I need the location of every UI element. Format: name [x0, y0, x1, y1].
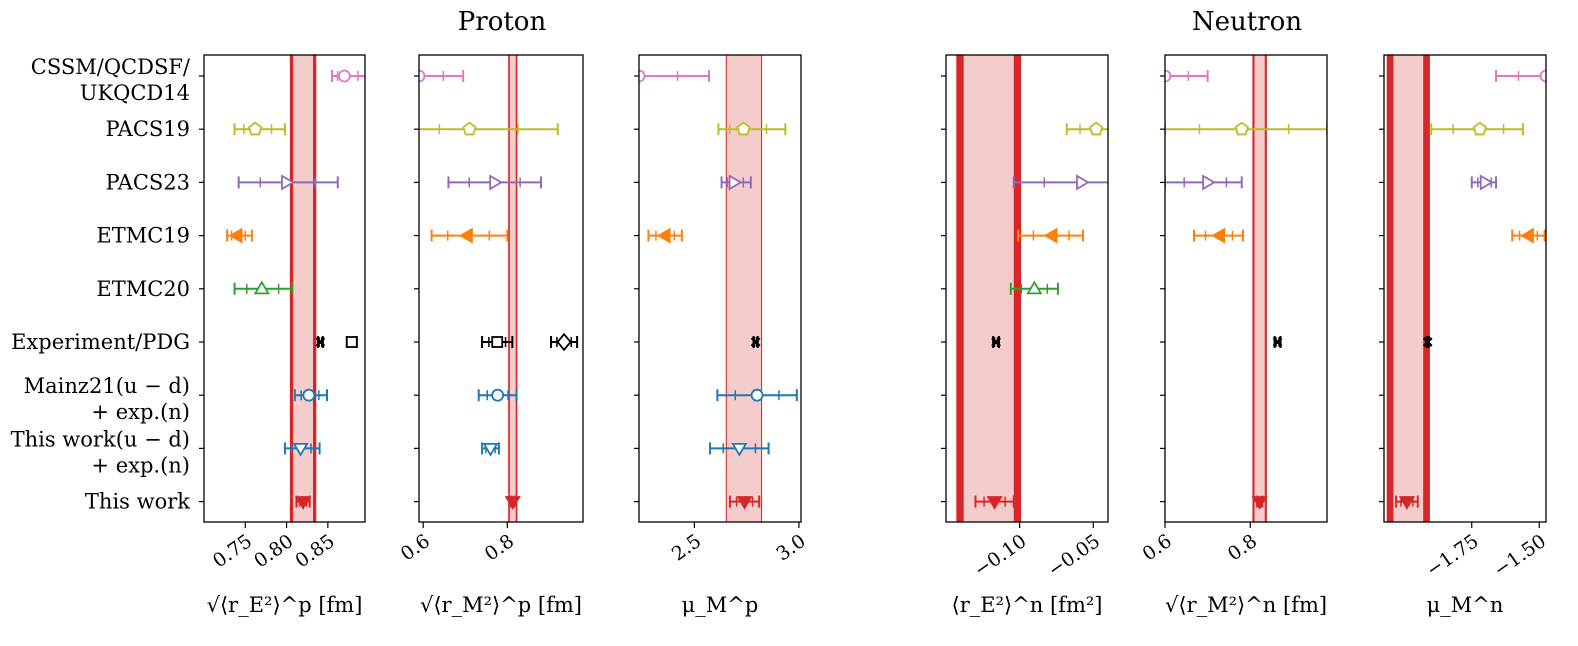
data-point [1272, 336, 1283, 348]
data-point [1009, 280, 1059, 295]
row-label: PACS19 [105, 117, 190, 141]
data-point [717, 121, 787, 136]
band-inner [1254, 55, 1265, 522]
data-point [295, 495, 312, 510]
data-point [1017, 227, 1084, 244]
x-axis-label: ⟨r_E²⟩^n [fm²] [952, 593, 1103, 617]
data-point [1165, 69, 1209, 83]
data-point [283, 442, 321, 457]
data-point [647, 227, 683, 244]
x-axis-label: μ_M^n [1427, 593, 1504, 617]
data-point [1395, 495, 1419, 510]
data-point [1192, 227, 1245, 244]
data-point [315, 336, 326, 348]
axes-frame [638, 54, 802, 523]
data-point [233, 121, 286, 136]
data-point [1065, 121, 1108, 136]
x-axis-label: √⟨r_E²⟩^p [fm] [207, 593, 363, 617]
panel-1: 0.750.800.85 √⟨r_E²⟩^p [fm] [199, 54, 366, 617]
x-tick-label: 0.75 [209, 530, 256, 572]
row-labels: CSSM/QCDSF/UKQCD14 PACS19 PACS23 ETMC19 ETMC… [11, 55, 191, 514]
data-point [709, 442, 770, 457]
x-tick-label: −1.50 [1490, 530, 1550, 581]
row-label: ETMC19 [96, 224, 190, 248]
data-point [716, 388, 798, 402]
group-title-proton: Proton [458, 7, 547, 37]
x-tick-label: 0.6 [397, 530, 434, 565]
data-point [504, 495, 521, 510]
x-axis-label: √⟨r_M²⟩^n [fm] [1165, 593, 1327, 617]
panel-6: −1.75 −1.50 μ_M^n [1379, 54, 1550, 617]
x-tick-label: 3.0 [772, 530, 809, 565]
data-point [1012, 174, 1108, 191]
x-tick-label: 0.8 [481, 530, 518, 565]
x-tick-label: 0.85 [291, 530, 338, 572]
panels: 0.750.800.85 √⟨r_E²⟩^p [fm] 0.6 0.8 √⟨r_M²⟩^… [199, 54, 1550, 617]
band-inner [509, 55, 516, 522]
data-point [293, 388, 329, 402]
data-point [1165, 174, 1243, 191]
data-point [1422, 336, 1433, 348]
data-point [550, 332, 579, 352]
data-point [419, 69, 465, 83]
data-point [1165, 121, 1327, 136]
data-point [419, 121, 559, 136]
data-point [481, 336, 514, 348]
row-label: ETMC20 [96, 277, 190, 301]
row-label: PACS23 [105, 170, 190, 194]
data-point [720, 174, 752, 191]
x-tick-label: −0.05 [1044, 530, 1104, 581]
group-title-neutron: Neutron [1192, 7, 1302, 37]
x-tick-label: 0.80 [250, 530, 297, 572]
band-inner [963, 55, 1014, 522]
data-point [481, 442, 500, 457]
panel-2: 0.6 0.8 √⟨r_M²⟩^p [fm] [397, 54, 584, 617]
x-axis-label: μ_M^p [682, 593, 759, 617]
data-point [477, 388, 518, 402]
data-point [639, 69, 711, 83]
x-tick-label: 0.6 [1138, 530, 1175, 565]
row-label: Mainz21(u − d) + exp.(n) [24, 374, 190, 424]
x-tick-label: −1.75 [1422, 530, 1482, 581]
x-tick-label: 2.5 [668, 530, 705, 565]
data-point [1430, 121, 1525, 136]
row-label: This work [85, 490, 190, 514]
data-point [226, 227, 253, 244]
data-point [233, 280, 294, 295]
row-label: This work(u − d) + exp.(n) [11, 427, 190, 477]
data-point [330, 69, 365, 83]
data-point [1251, 495, 1268, 510]
row-label: CSSM/QCDSF/UKQCD14 [31, 55, 191, 105]
x-tick-label: −0.10 [970, 530, 1030, 581]
row-label: Experiment/PDG [11, 330, 190, 354]
x-tick-label: 0.8 [1224, 530, 1261, 565]
x-axis-label: √⟨r_M²⟩^p [fm] [420, 593, 582, 617]
data-point [1495, 69, 1546, 83]
data-point [237, 174, 339, 191]
band-inner [293, 55, 313, 522]
panel-3: 2.5 3.0 μ_M^p [634, 54, 810, 617]
data-point [991, 336, 1001, 348]
data-point [1511, 227, 1546, 244]
data-point [1470, 174, 1498, 191]
data-point [728, 495, 761, 510]
panel-4: −0.10 −0.05 ⟨r_E²⟩^n [fm²] [941, 54, 1109, 617]
data-point [974, 495, 1015, 510]
panel-5: 0.6 0.8 √⟨r_M²⟩^n [fm] [1138, 54, 1328, 617]
data-point [345, 336, 358, 348]
band-inner [1393, 55, 1424, 522]
data-point [447, 174, 542, 191]
data-point [430, 227, 509, 244]
data-point [750, 336, 761, 348]
